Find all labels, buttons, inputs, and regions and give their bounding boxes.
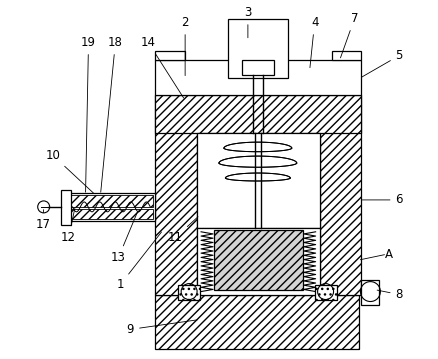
Bar	[320, 95, 361, 294]
Bar	[197, 228, 320, 294]
Text: A: A	[385, 248, 393, 261]
Bar	[60, 190, 71, 225]
Bar	[71, 195, 153, 207]
Bar	[69, 193, 155, 221]
Text: 13: 13	[111, 213, 137, 264]
Bar	[155, 95, 197, 294]
Text: 7: 7	[340, 12, 358, 58]
Bar	[71, 209, 153, 219]
Bar	[155, 95, 361, 133]
Text: 6: 6	[362, 194, 403, 206]
Text: 4: 4	[310, 16, 318, 67]
Bar	[197, 133, 320, 228]
Text: 9: 9	[127, 320, 198, 336]
Bar	[214, 230, 303, 290]
Bar	[228, 19, 288, 78]
Bar	[332, 51, 361, 60]
Text: 17: 17	[35, 210, 50, 231]
Bar	[314, 285, 336, 299]
Text: 19: 19	[81, 36, 96, 192]
Bar	[361, 280, 379, 304]
Text: 12: 12	[61, 208, 76, 244]
Bar	[242, 60, 274, 75]
Text: 3: 3	[244, 6, 251, 38]
Text: 18: 18	[101, 36, 123, 192]
Text: 14: 14	[141, 36, 184, 98]
Bar	[178, 285, 200, 299]
Bar	[155, 51, 185, 60]
Text: 2: 2	[181, 16, 189, 76]
Text: 10: 10	[45, 149, 93, 193]
Text: 1: 1	[117, 232, 162, 291]
Text: 8: 8	[377, 288, 403, 301]
Bar	[155, 294, 360, 349]
Text: 5: 5	[362, 49, 403, 77]
Bar	[155, 60, 361, 95]
Text: 11: 11	[168, 217, 198, 244]
